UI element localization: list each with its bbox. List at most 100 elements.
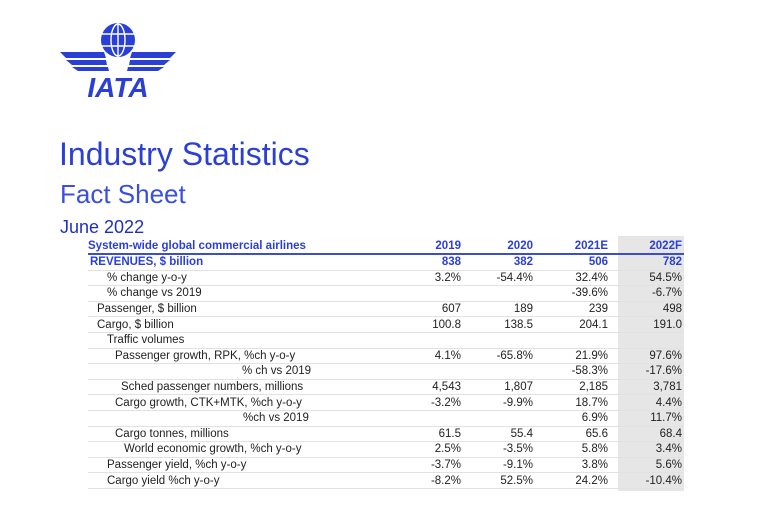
table-row: Cargo tonnes, millions 61.5 55.4 65.6 68.4	[88, 426, 684, 443]
row-label: Traffic volumes	[88, 332, 415, 349]
row-value: 21.9%	[535, 348, 610, 365]
header-label: System-wide global commercial airlines	[88, 238, 415, 255]
row-label: Cargo yield %ch y-o-y	[88, 472, 415, 489]
row-value: 1,807	[463, 379, 535, 396]
page-title: Industry Statistics	[59, 136, 310, 172]
row-value: 5.8%	[535, 441, 610, 458]
row-value: 506	[535, 254, 610, 271]
row-value: 3,781	[610, 379, 684, 396]
report-date: June 2022	[60, 217, 145, 237]
page-subtitle: Fact Sheet	[60, 179, 186, 209]
table-row: Traffic volumes	[88, 332, 684, 349]
table-row: % change y-o-y 3.2% -54.4% 32.4% 54.5%	[88, 270, 684, 287]
row-value: -6.7%	[610, 285, 684, 302]
row-value: 3.4%	[610, 441, 684, 458]
row-value: 498	[610, 301, 684, 318]
row-value	[535, 332, 610, 349]
header-2019: 2019	[415, 238, 463, 255]
row-value: 204.1	[535, 316, 610, 333]
svg-text:IATA: IATA	[87, 72, 148, 100]
statistics-table: System-wide global commercial airlines 2…	[88, 238, 684, 489]
table-header-row: System-wide global commercial airlines 2…	[88, 238, 684, 255]
row-label: % ch vs 2019	[88, 363, 415, 380]
row-label: World economic growth, %ch y-o-y	[88, 441, 415, 458]
iata-logo: IATA	[60, 23, 176, 100]
row-value: 4,543	[415, 379, 463, 396]
row-value: 32.4%	[535, 270, 610, 287]
row-label: Passenger yield, %ch y-o-y	[88, 457, 415, 474]
row-value: 5.6%	[610, 457, 684, 474]
table-row: %ch vs 2019 6.9% 11.7%	[88, 410, 684, 427]
row-label: Cargo, $ billion	[88, 316, 415, 333]
row-label: Cargo growth, CTK+MTK, %ch y-o-y	[88, 394, 415, 411]
row-value: -65.8%	[463, 348, 535, 365]
row-value: -9.1%	[463, 457, 535, 474]
table-row: % ch vs 2019 -58.3% -17.6%	[88, 363, 684, 380]
table-row: REVENUES, $ billion 838 382 506 782	[88, 254, 684, 271]
row-value: 189	[463, 301, 535, 318]
row-value	[463, 332, 535, 349]
row-value: 838	[415, 254, 463, 271]
row-value: -39.6%	[535, 285, 610, 302]
table-row: Cargo yield %ch y-o-y -8.2% 52.5% 24.2% -10.…	[88, 472, 684, 489]
row-value: 97.6%	[610, 348, 684, 365]
row-value	[463, 363, 535, 380]
row-value: 782	[610, 254, 684, 271]
row-value: 2,185	[535, 379, 610, 396]
row-label: Cargo tonnes, millions	[88, 426, 415, 443]
row-value: 61.5	[415, 426, 463, 443]
row-value: -17.6%	[610, 363, 684, 380]
table-row: World economic growth, %ch y-o-y 2.5% -3.5…	[88, 441, 684, 458]
row-label: Passenger, $ billion	[88, 301, 415, 318]
row-value: 65.6	[535, 426, 610, 443]
row-label: REVENUES, $ billion	[88, 254, 415, 271]
table-row: Passenger growth, RPK, %ch y-o-y 4.1% -65.…	[88, 348, 684, 365]
row-label: %ch vs 2019	[88, 410, 415, 427]
row-label: % change y-o-y	[88, 270, 415, 287]
row-value: 239	[535, 301, 610, 318]
row-value: 100.8	[415, 316, 463, 333]
row-value: 24.2%	[535, 472, 610, 489]
row-value: -9.9%	[463, 394, 535, 411]
header-2022f: 2022F	[610, 238, 684, 255]
table-row: Passenger, $ billion 607 189 239 498	[88, 301, 684, 318]
row-value: 18.7%	[535, 394, 610, 411]
row-value: 138.5	[463, 316, 535, 333]
table-row: Cargo, $ billion 100.8 138.5 204.1 191.0	[88, 316, 684, 333]
table-row: Passenger yield, %ch y-o-y -3.7% -9.1% 3.8%…	[88, 457, 684, 474]
row-value: 3.2%	[415, 270, 463, 287]
row-value: -3.2%	[415, 394, 463, 411]
row-value: 54.5%	[610, 270, 684, 287]
row-value: -10.4%	[610, 472, 684, 489]
table-row: Cargo growth, CTK+MTK, %ch y-o-y -3.2% -9.…	[88, 394, 684, 411]
row-value	[610, 332, 684, 349]
row-value: -8.2%	[415, 472, 463, 489]
row-value: -54.4%	[463, 270, 535, 287]
row-value: 2.5%	[415, 441, 463, 458]
row-value: 4.4%	[610, 394, 684, 411]
row-value: -58.3%	[535, 363, 610, 380]
row-value	[415, 363, 463, 380]
row-value: 11.7%	[610, 410, 684, 427]
row-value: 68.4	[610, 426, 684, 443]
row-value: -3.5%	[463, 441, 535, 458]
header-2021e: 2021E	[535, 238, 610, 255]
row-value: 607	[415, 301, 463, 318]
row-label: % change vs 2019	[88, 285, 415, 302]
row-value: 4.1%	[415, 348, 463, 365]
row-label: Passenger growth, RPK, %ch y-o-y	[88, 348, 415, 365]
row-value: 52.5%	[463, 472, 535, 489]
table-row: Sched passenger numbers, millions 4,543 1,…	[88, 379, 684, 396]
row-value	[415, 285, 463, 302]
row-value	[463, 285, 535, 302]
row-value: 3.8%	[535, 457, 610, 474]
row-value: 55.4	[463, 426, 535, 443]
row-value	[463, 410, 535, 427]
row-value	[415, 410, 463, 427]
row-value: 6.9%	[535, 410, 610, 427]
table-row: % change vs 2019 -39.6% -6.7%	[88, 285, 684, 302]
row-value	[415, 332, 463, 349]
row-label: Sched passenger numbers, millions	[88, 379, 415, 396]
header-2020: 2020	[463, 238, 535, 255]
row-value: 382	[463, 254, 535, 271]
